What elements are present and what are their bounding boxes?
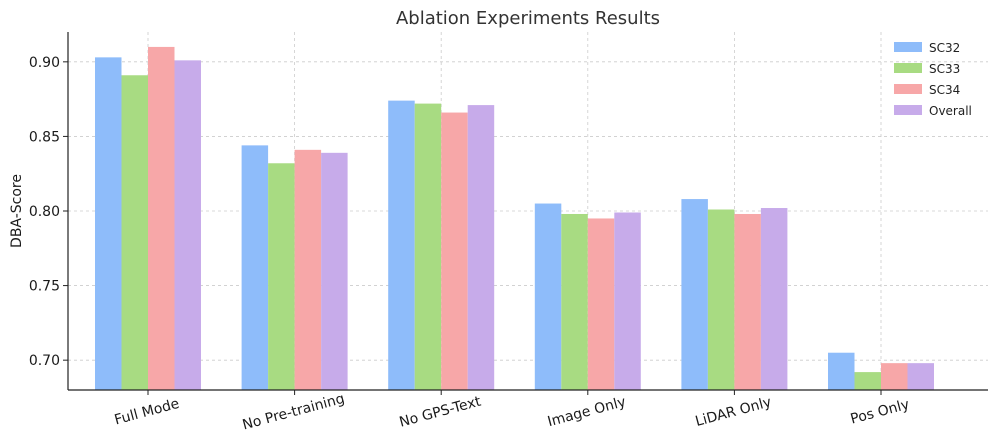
y-tick-label: 0.90 [29,55,60,71]
bar-sc33-5 [854,372,881,390]
bar-sc32-0 [95,57,122,390]
x-tick-label: No GPS-Text [398,393,484,430]
legend-swatch-sc32 [894,42,922,52]
y-tick-label: 0.85 [29,129,60,145]
bar-sc32-5 [828,352,855,390]
x-tick-label: Full Mode [113,396,181,429]
bar-sc32-3 [534,203,562,390]
y-tick-label: 0.80 [29,204,60,220]
bar-sc34-5 [881,363,908,390]
bar-overall-5 [907,363,934,390]
x-tick-label: Pos Only [849,397,911,428]
x-tick-label: No Pre-training [241,391,347,434]
legend-label-sc34: SC34 [929,83,960,97]
bar-sc32-4 [681,199,708,390]
bar-sc33-4 [707,209,735,390]
legend-swatch-sc33 [894,63,922,73]
legend: SC32 SC33 SC34 Overall [894,41,972,118]
legend-swatch-sc34 [894,84,922,94]
bar-sc33-0 [121,75,148,390]
legend-swatch-overall [894,105,922,115]
bar-sc34-4 [734,213,761,390]
y-tick-label: 0.70 [29,353,60,369]
bar-sc33-2 [414,103,442,390]
bar-sc34-0 [148,46,175,391]
bar-overall-1 [321,152,348,390]
bar-overall-3 [614,212,641,390]
legend-label-sc33: SC33 [929,62,960,76]
bar-sc34-3 [587,218,615,390]
y-axis-label: DBA-Score [9,174,25,248]
bars-layer [95,46,934,391]
bar-sc33-3 [561,213,588,390]
bar-sc32-2 [388,100,415,390]
bar-sc34-1 [294,149,322,390]
bar-sc33-1 [268,163,295,390]
legend-label-overall: Overall [929,104,972,118]
y-tick-label: 0.75 [29,279,60,295]
chart-title: Ablation Experiments Results [396,8,660,29]
legend-label-sc32: SC32 [929,41,960,55]
bar-sc34-2 [441,112,468,391]
bar-overall-0 [174,60,201,390]
bar-sc32-1 [241,145,269,390]
x-tick-label: LiDAR Only [694,394,774,430]
grid-layer [68,32,988,390]
bar-overall-2 [467,105,495,390]
bar-overall-4 [760,208,788,390]
x-tick-label: Image Only [546,394,628,430]
